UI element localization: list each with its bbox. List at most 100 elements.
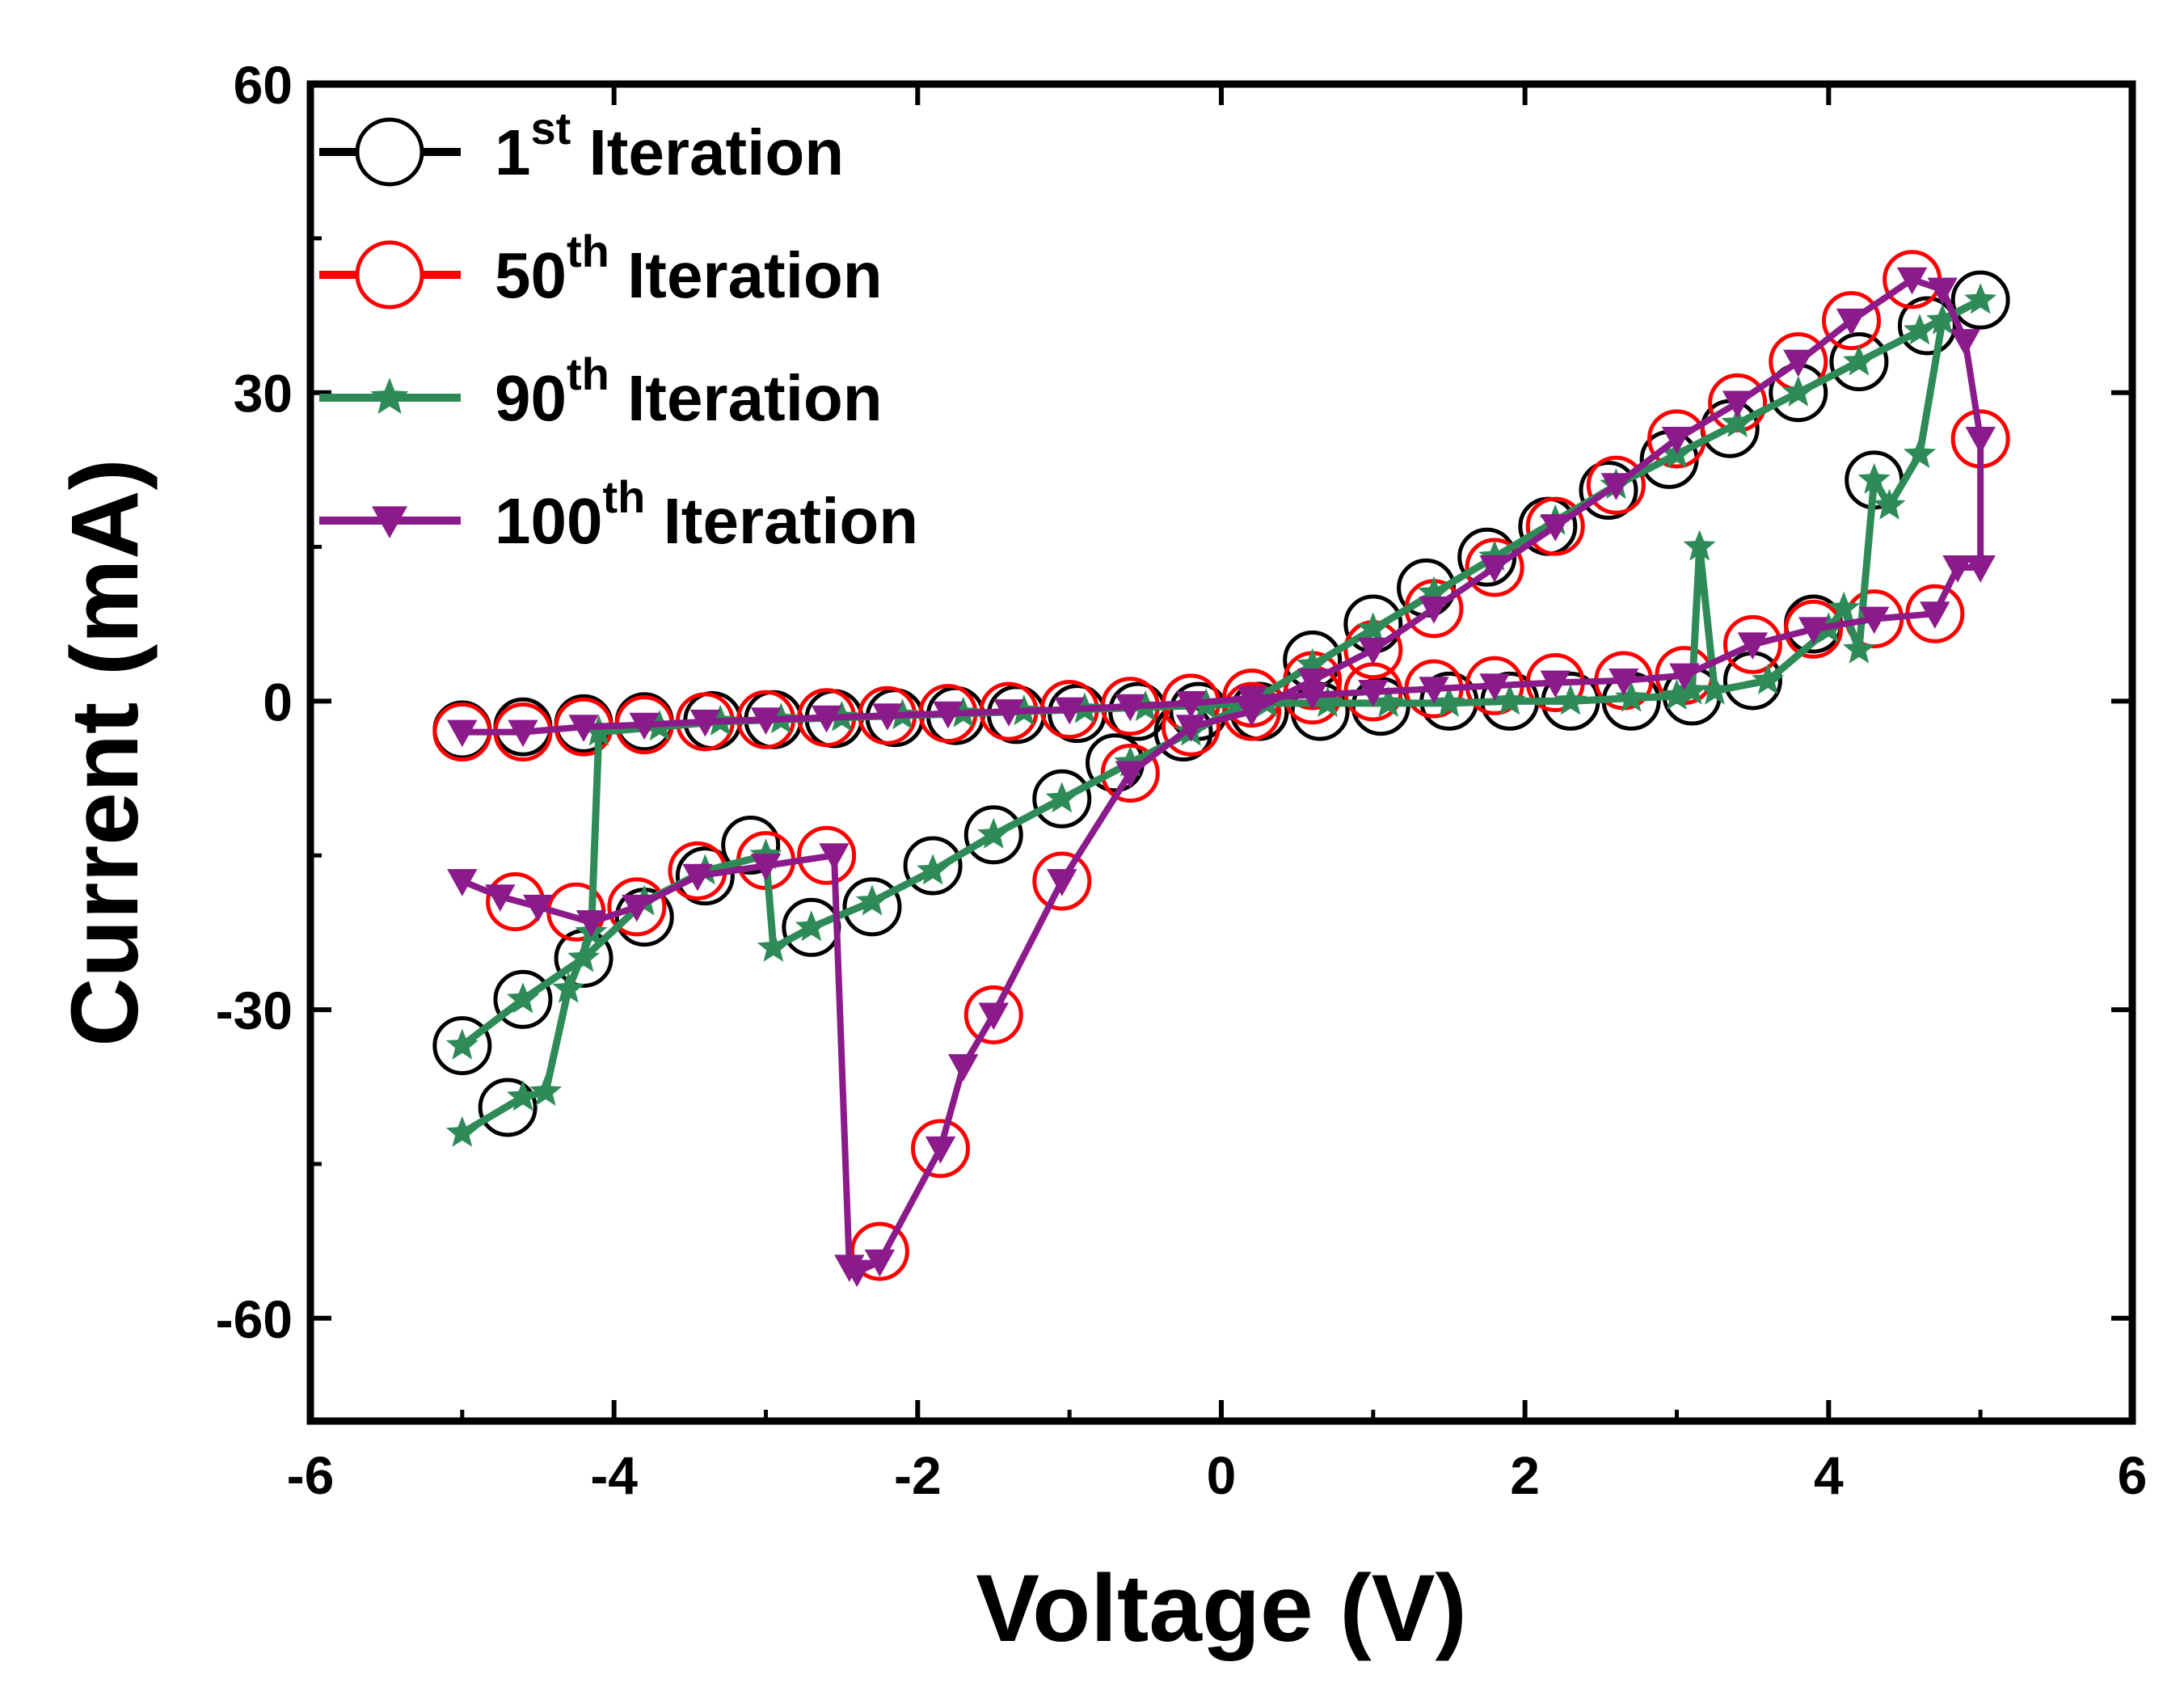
data-point xyxy=(1493,684,1526,715)
data-point xyxy=(1822,291,1882,351)
data-point xyxy=(1829,332,1889,392)
y-tick-label: 30 xyxy=(234,364,293,424)
data-point xyxy=(607,877,667,937)
y-tick-label: -30 xyxy=(216,981,293,1040)
data-point xyxy=(1798,617,1829,644)
data-point xyxy=(493,969,553,1029)
data-point xyxy=(811,705,842,733)
data-point xyxy=(1942,555,1973,583)
data-point xyxy=(1964,283,1997,314)
data-point xyxy=(1608,669,1639,696)
data-point xyxy=(1540,670,1571,698)
x-tick-label: -4 xyxy=(590,1445,638,1505)
data-point xyxy=(850,1221,909,1281)
data-point xyxy=(925,1136,956,1164)
data-point xyxy=(872,703,903,731)
data-point xyxy=(1896,267,1928,295)
data-point xyxy=(1661,427,1693,454)
data-point xyxy=(1356,612,1389,643)
data-point xyxy=(1784,599,1844,659)
data-point xyxy=(1873,488,1906,520)
data-point xyxy=(1419,596,1449,624)
data-point xyxy=(1525,496,1585,556)
data-point xyxy=(1752,663,1785,694)
data-point xyxy=(1115,694,1145,722)
data-point xyxy=(1965,555,1996,583)
x-tick-label: -6 xyxy=(287,1445,335,1505)
data-point xyxy=(1115,761,1145,789)
legend-label-sup: th xyxy=(567,348,609,399)
data-point xyxy=(1920,601,1950,629)
data-point xyxy=(629,712,660,740)
data-point xyxy=(1660,678,1693,711)
data-point xyxy=(1615,681,1648,712)
data-point xyxy=(1737,632,1769,660)
data-point xyxy=(1579,461,1638,521)
data-point xyxy=(1859,606,1890,635)
data-point xyxy=(1828,591,1861,622)
data-point xyxy=(1842,344,1875,376)
data-point xyxy=(1722,614,1782,674)
data-point xyxy=(689,709,721,737)
data-point xyxy=(1721,406,1754,437)
data-point xyxy=(1586,455,1646,515)
data-point xyxy=(529,1074,563,1106)
legend-label: 50th Iteration xyxy=(495,226,883,311)
legend-marker xyxy=(372,506,407,538)
data-point xyxy=(445,1028,479,1060)
legend-label-base: 90 xyxy=(495,362,567,434)
data-point xyxy=(1600,473,1632,500)
data-point xyxy=(757,930,790,962)
data-point xyxy=(1417,576,1450,607)
data-point xyxy=(1311,685,1344,717)
data-point xyxy=(1926,303,1959,335)
data-point xyxy=(978,1002,1009,1031)
data-point xyxy=(1175,715,1207,742)
data-point xyxy=(1836,308,1867,336)
data-point xyxy=(1698,673,1731,705)
data-point xyxy=(1540,514,1571,542)
data-point xyxy=(1904,437,1937,469)
data-point xyxy=(508,719,538,748)
data-point xyxy=(1842,632,1875,664)
legend-label-sup: st xyxy=(531,103,571,154)
legend-label-base: 100 xyxy=(495,485,602,557)
y-axis-title: Current (mA) xyxy=(52,458,158,1047)
data-point xyxy=(1419,677,1449,704)
data-point xyxy=(582,715,615,746)
data-point xyxy=(1372,685,1405,717)
data-point xyxy=(1175,691,1207,719)
data-point xyxy=(1927,277,1958,306)
data-point xyxy=(1897,296,1957,356)
data-point xyxy=(1054,697,1085,725)
data-point xyxy=(1297,682,1328,711)
data-point xyxy=(1432,685,1465,717)
data-point xyxy=(819,843,850,871)
y-tick-label: 0 xyxy=(263,672,293,732)
data-point xyxy=(1296,647,1329,679)
legend-item: 50th Iteration xyxy=(319,226,883,311)
data-point xyxy=(842,877,902,937)
legend-label: 1st Iteration xyxy=(495,103,844,188)
y-tick-label: 60 xyxy=(234,55,293,115)
data-point xyxy=(1965,427,1996,454)
data-point xyxy=(855,884,888,916)
x-tick-label: 4 xyxy=(1814,1445,1844,1505)
data-point xyxy=(1358,680,1389,707)
legend-label-rest: Iteration xyxy=(645,485,918,557)
data-point xyxy=(506,982,539,1014)
data-point xyxy=(721,816,781,875)
data-point xyxy=(977,817,1010,849)
data-point xyxy=(1781,375,1815,407)
x-tick-label: 2 xyxy=(1510,1445,1540,1505)
data-point xyxy=(750,854,782,881)
legend-item: 90th Iteration xyxy=(319,348,883,434)
legend-label-rest: Iteration xyxy=(571,116,844,188)
data-point xyxy=(1465,538,1524,597)
data-point xyxy=(1722,390,1753,419)
legend-label-sup: th xyxy=(602,471,645,522)
data-point xyxy=(445,1116,479,1147)
data-point xyxy=(552,972,585,1003)
